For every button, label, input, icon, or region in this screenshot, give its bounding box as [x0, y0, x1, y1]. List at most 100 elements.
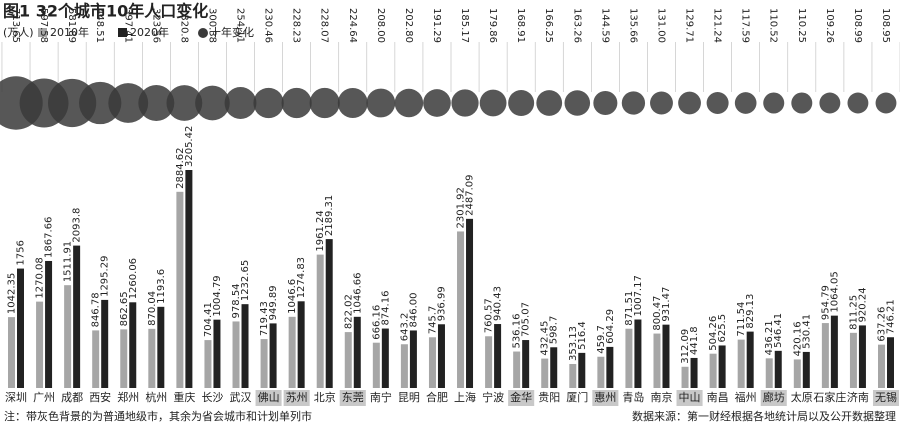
legend-swatch [38, 28, 47, 37]
bar [457, 231, 465, 388]
data-label: 704.41 [203, 302, 214, 337]
data-label: 110.52 [768, 8, 779, 43]
bubble [309, 87, 340, 119]
source-note: 数据来源：第一财经根据各地统计局以及公开数据整理 [632, 409, 896, 423]
data-label: 1007.17 [633, 275, 644, 316]
data-label: 1274.83 [296, 257, 307, 298]
x-tick-label: 南昌 [707, 391, 729, 404]
bar [325, 239, 333, 388]
data-label: 436.21 [764, 320, 775, 355]
data-label: 397.41 [122, 8, 133, 43]
bar [101, 299, 109, 388]
bubble [394, 88, 424, 118]
data-label: 144.59 [599, 8, 610, 43]
data-label: 1270.08 [35, 257, 46, 298]
bar [513, 351, 521, 388]
data-label: 131.00 [655, 8, 666, 43]
bar [213, 319, 221, 388]
bar [821, 323, 829, 388]
category-highlight [872, 390, 900, 406]
data-label: 597.58 [38, 8, 49, 43]
x-tick-label: 廊坊 [763, 390, 785, 404]
bubble [706, 91, 729, 115]
bar [36, 301, 44, 388]
data-label: 135.66 [627, 8, 638, 43]
bar [241, 304, 249, 388]
bar [204, 340, 212, 388]
data-label: 1511.91 [63, 241, 74, 282]
data-label: 166.25 [543, 8, 554, 43]
bubble [166, 85, 203, 121]
data-label: 1756 [16, 240, 27, 265]
bar [793, 359, 801, 388]
category-highlight [283, 390, 310, 406]
bar [409, 330, 417, 388]
chart-title: 图1 32个城市10年人口变化 [3, 2, 208, 21]
bubble [734, 92, 757, 114]
bar [485, 336, 493, 388]
data-label: 1064.05 [829, 271, 840, 312]
x-tick-label: 西安 [89, 390, 111, 404]
legend-swatch [198, 28, 208, 38]
category-highlight [255, 390, 282, 406]
unit-label: (万人) [3, 26, 34, 39]
data-label: 746.21 [886, 299, 897, 334]
data-label: 1260.06 [128, 258, 139, 299]
data-label: 643.2 [399, 313, 410, 342]
bubble [195, 85, 230, 121]
bar [765, 358, 773, 388]
data-label: 1046.6 [287, 279, 298, 314]
x-tick-label: 厦门 [566, 390, 588, 404]
data-label: 1867.66 [44, 217, 55, 258]
bar [381, 328, 389, 388]
data-label: 760.57 [484, 298, 495, 333]
data-label: 829.13 [745, 294, 756, 329]
bubble-layer [0, 76, 897, 130]
data-label: 448.51 [94, 8, 105, 43]
bar [17, 268, 24, 388]
bar [120, 329, 128, 388]
bubble [423, 89, 451, 117]
bubble [451, 89, 479, 117]
category-highlight [676, 390, 703, 406]
data-label: 931.47 [661, 287, 672, 322]
bubble [847, 92, 869, 114]
x-tick-label: 合肥 [426, 390, 448, 404]
data-label: 1004.79 [212, 275, 223, 316]
bar [709, 353, 717, 388]
x-tick-label: 武汉 [230, 391, 252, 404]
data-label: 323.56 [150, 8, 161, 43]
data-label: 2884.62 [175, 147, 186, 188]
category-highlight [508, 390, 535, 406]
bar [73, 245, 81, 388]
bar [849, 332, 857, 388]
bar [597, 356, 605, 388]
bubble [678, 91, 701, 115]
x-tick-label: 济南 [847, 390, 869, 404]
data-label: 949.89 [268, 285, 279, 320]
data-label: 1961.24 [315, 210, 326, 251]
bar [690, 357, 698, 388]
data-label: 920.24 [857, 287, 868, 322]
x-tick-label: 上海 [454, 390, 476, 404]
x-tick-label: 北京 [314, 390, 336, 404]
data-label: 874.16 [380, 291, 391, 326]
x-tick-label: 广州 [33, 391, 55, 404]
x-tick-label: 中山 [679, 391, 701, 404]
x-tick-label: 深圳 [5, 391, 27, 404]
bar [878, 344, 885, 388]
bubble [819, 92, 841, 114]
data-label: 109.26 [824, 8, 835, 43]
bar [802, 351, 810, 388]
legend-label: 十年变化 [210, 25, 254, 39]
data-label: 504.26 [708, 316, 719, 351]
data-label: 1232.65 [240, 260, 251, 301]
data-label: 179.86 [487, 8, 498, 43]
data-label: 300.38 [206, 8, 217, 43]
bar [353, 316, 361, 388]
bar [176, 191, 184, 388]
data-label: 441.8 [689, 326, 700, 355]
bar [718, 345, 726, 388]
data-label: 3205.42 [184, 126, 195, 167]
